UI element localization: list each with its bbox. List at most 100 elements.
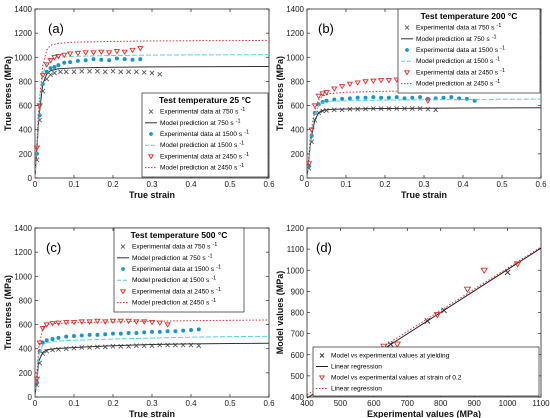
data-point [418, 95, 423, 100]
series-points-2 [34, 56, 143, 156]
y-tick-label: 0 [28, 174, 33, 183]
panel-label: (a) [48, 21, 64, 36]
x-tick-label: 0.2 [107, 399, 119, 408]
data-point [118, 331, 123, 336]
data-point [51, 55, 58, 61]
y-tick-label: 1200 [286, 224, 304, 233]
series-line-1 [34, 342, 270, 398]
data-point [86, 319, 93, 325]
data-point [75, 58, 80, 63]
y-tick-label: 800 [291, 309, 305, 318]
series-line-3 [34, 335, 270, 398]
y-tick-label: 600 [291, 351, 305, 360]
x-tick-label: 1100 [532, 399, 550, 408]
data-point [105, 50, 113, 56]
data-point [44, 338, 49, 343]
data-point [68, 60, 73, 65]
y-tick-label: 600 [291, 102, 305, 111]
data-point [33, 145, 41, 151]
data-point [109, 318, 117, 325]
data-point [370, 78, 377, 84]
legend-marker-swatch [120, 244, 126, 249]
data-point [87, 332, 92, 337]
legend: Test temperature 200 °C Experimental data… [397, 8, 541, 94]
data-point [63, 346, 69, 352]
data-point [140, 319, 148, 325]
x-tick-label: 0 [33, 399, 38, 408]
data-point [48, 72, 54, 78]
x-tick-label: 0.6 [263, 180, 275, 189]
y-tick-label: 0 [28, 393, 33, 402]
x-axis-label: True strain [129, 409, 175, 418]
x-axis-label: True strain [401, 190, 447, 200]
data-point [62, 320, 70, 326]
data-point [148, 320, 156, 326]
data-point [126, 69, 132, 75]
data-point [379, 95, 384, 100]
x-axis-label: Experimental values (MPa) [367, 409, 481, 418]
data-point [55, 320, 62, 326]
y-tick-label: 900 [291, 287, 305, 296]
y-axis-label: Model values (MPa) [275, 271, 285, 355]
legend-entry-label: Experimental data at 1500 s -1 [132, 265, 221, 274]
data-point [371, 95, 376, 100]
y-tick-label: 1000 [14, 272, 32, 281]
legend: Test temperature 25 °C Experimental data … [141, 92, 269, 178]
data-point [56, 63, 61, 68]
data-point [110, 343, 116, 349]
legend-entry-label: Experimental data at 1500 s -1 [160, 130, 249, 139]
data-point [118, 69, 124, 75]
x-tick-label: 0 [33, 180, 38, 189]
legend-marker-swatch [319, 353, 325, 358]
legend-entry-label: Experimental data at 2450 s -1 [160, 152, 249, 161]
data-point [83, 58, 88, 63]
panel-label: (b) [318, 21, 334, 36]
data-point [315, 93, 322, 100]
data-point [189, 328, 193, 332]
legend-marker-swatch [147, 154, 155, 160]
y-tick-label: 400 [291, 393, 305, 402]
x-tick-label: 0.1 [68, 399, 80, 408]
legend-entry-label: Model prediction at 750 s -1 [416, 34, 497, 43]
y-tick-label: 500 [291, 372, 305, 381]
data-point [319, 91, 326, 97]
data-point [157, 329, 162, 334]
data-point [62, 60, 67, 65]
data-point [463, 286, 472, 293]
data-point [87, 68, 93, 74]
data-point [346, 81, 354, 88]
data-point [129, 47, 136, 54]
data-point [157, 71, 163, 77]
data-point [78, 319, 86, 325]
series-line-5 [34, 39, 270, 179]
x-tick-label: 0.2 [107, 180, 119, 189]
y-tick-label: 1000 [286, 53, 304, 62]
x-tick-label: 900 [467, 399, 481, 408]
data-point [149, 70, 155, 76]
legend-entry-label: Model prediction at 750 s -1 [160, 118, 241, 127]
panel-label: (d) [316, 240, 332, 255]
data-point [98, 49, 105, 56]
series-line-3 [34, 54, 270, 179]
data-point [48, 66, 53, 71]
y-tick-label: 200 [19, 369, 33, 378]
panel-d: 400 500 600 700 800 900 1000 1100 400 500 600 700 80… [275, 224, 550, 418]
x-axis-label: True strain [129, 190, 175, 200]
legend-entry-label: Experimental data at 750 s -1 [132, 242, 217, 251]
legend-box [113, 227, 245, 313]
data-point [138, 57, 143, 62]
data-point [181, 328, 186, 333]
data-point [363, 95, 368, 100]
data-point [156, 320, 164, 326]
legend-entry-label: Model prediction at 2450 s -1 [416, 79, 500, 88]
data-point [52, 64, 57, 69]
y-tick-label: 800 [291, 77, 305, 86]
data-point [385, 78, 393, 84]
series-line-1 [306, 107, 542, 179]
y-tick-label: 1400 [14, 5, 32, 14]
x-tick-label: 0.5 [224, 180, 236, 189]
x-tick-label: 0.3 [418, 180, 430, 189]
data-point [74, 50, 82, 57]
series-points-2 [34, 327, 201, 385]
x-tick-label: 0.6 [263, 399, 275, 408]
